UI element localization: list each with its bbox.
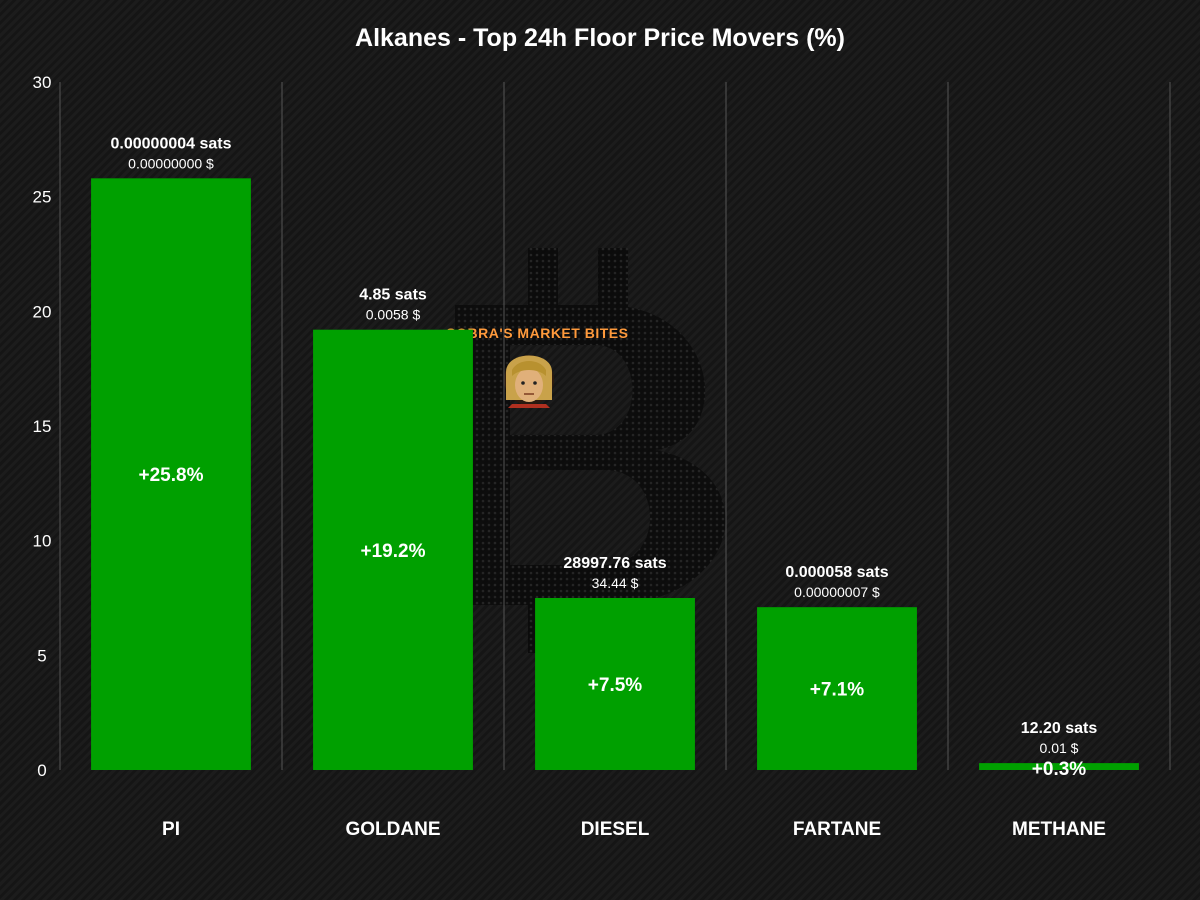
sats-label: 0.000058 sats xyxy=(785,564,888,581)
grid-lines xyxy=(59,82,1171,770)
sats-label: 0.00000004 sats xyxy=(111,135,232,152)
bar xyxy=(313,329,473,770)
bar xyxy=(535,598,695,770)
x-tick-label: METHANE xyxy=(1012,819,1106,840)
bar xyxy=(757,607,917,770)
y-tick-label: 25 xyxy=(33,188,52,207)
x-tick-label: DIESEL xyxy=(581,819,650,840)
bar xyxy=(91,178,251,770)
y-tick-label: 15 xyxy=(33,417,52,436)
bars xyxy=(91,178,1139,770)
watermark: COBRA'S MARKET BITES xyxy=(446,248,726,653)
y-tick-label: 5 xyxy=(37,646,46,665)
usd-label: 0.00000000 $ xyxy=(128,155,214,171)
usd-label: 0.0058 $ xyxy=(366,307,421,323)
y-tick-label: 10 xyxy=(33,532,52,551)
cartoon-avatar-icon xyxy=(504,355,554,408)
usd-label: 0.00000007 $ xyxy=(794,584,880,600)
usd-label: 34.44 $ xyxy=(592,575,639,591)
x-tick-label: FARTANE xyxy=(793,819,881,840)
value-label: +25.8% xyxy=(139,465,204,486)
sats-label: 28997.76 sats xyxy=(563,555,666,572)
bar xyxy=(979,763,1139,770)
watermark-brand-text: COBRA'S MARKET BITES xyxy=(446,325,629,341)
x-tick-label: GOLDANE xyxy=(346,819,441,840)
y-tick-label: 20 xyxy=(33,302,52,321)
y-axis: 0 5 10 15 20 25 30 xyxy=(33,73,52,780)
sats-label: 4.85 sats xyxy=(359,287,427,304)
x-axis: PI GOLDANE DIESEL FARTANE METHANE xyxy=(162,819,1106,840)
y-tick-label: 0 xyxy=(37,761,46,780)
bitcoin-logo-icon xyxy=(455,248,726,653)
x-tick-label: PI xyxy=(162,819,180,840)
value-label: +0.3% xyxy=(1032,759,1087,780)
usd-label: 0.01 $ xyxy=(1040,740,1079,756)
value-label: +7.5% xyxy=(588,675,643,696)
bar-labels: 0.00000004 sats 0.00000000 $ +25.8% 4.85 sa… xyxy=(111,135,1098,780)
chart-title: Alkanes - Top 24h Floor Price Movers (%) xyxy=(355,24,845,52)
y-tick-label: 30 xyxy=(33,73,52,92)
value-label: +7.1% xyxy=(810,680,865,701)
value-label: +19.2% xyxy=(361,541,426,562)
sats-label: 12.20 sats xyxy=(1021,720,1098,737)
